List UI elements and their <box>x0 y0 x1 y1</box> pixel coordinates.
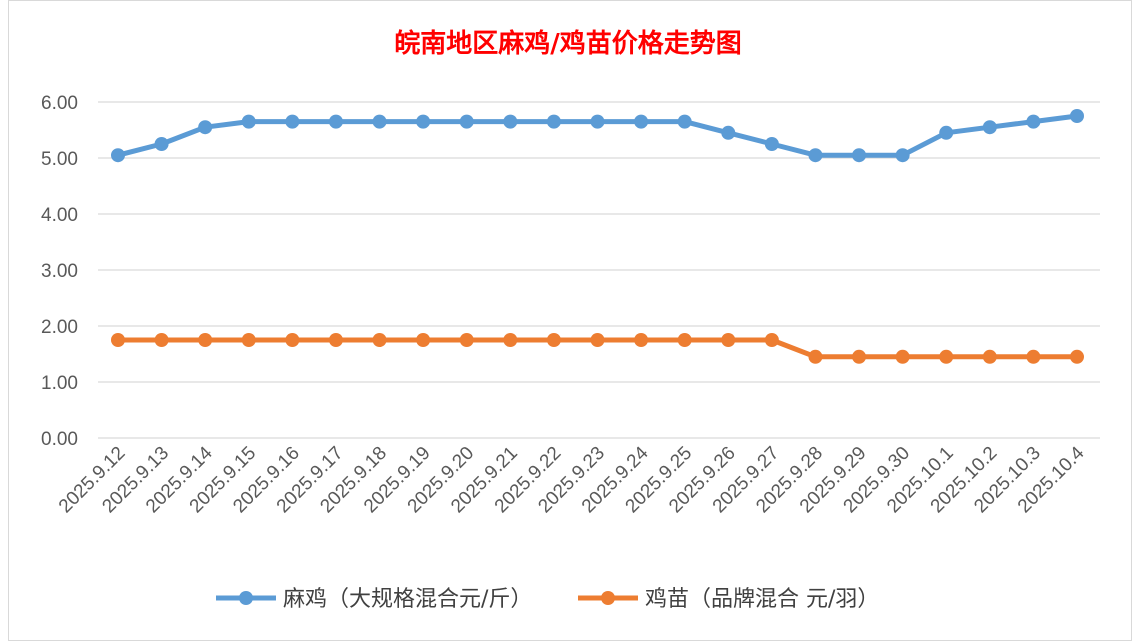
chart-title: 皖南地区麻鸡/鸡苗价格走势图 <box>394 28 742 59</box>
data-point <box>895 349 910 364</box>
data-point <box>677 333 692 347</box>
data-point <box>634 333 649 347</box>
y-tick-label: 5.00 <box>41 149 78 170</box>
data-point <box>198 120 213 135</box>
data-point <box>459 114 474 129</box>
data-point <box>154 333 169 347</box>
data-point <box>895 148 910 163</box>
data-point <box>808 148 823 163</box>
data-point <box>198 333 213 347</box>
data-point <box>939 349 954 364</box>
legend: 麻鸡（大规格混合元/斤） 鸡苗（品牌混合 元/羽） <box>216 587 879 612</box>
legend-label: 麻鸡（大规格混合元/斤） <box>283 587 532 612</box>
data-point <box>1026 349 1041 364</box>
data-point <box>328 333 343 347</box>
data-point <box>111 333 125 347</box>
data-point <box>1070 109 1084 123</box>
data-point <box>241 114 256 129</box>
data-point <box>372 114 387 129</box>
y-tick-label: 1.00 <box>41 373 78 394</box>
data-point <box>852 148 867 163</box>
chart-frame <box>8 0 1132 641</box>
y-tick-label: 4.00 <box>41 205 78 226</box>
data-point <box>982 349 997 364</box>
data-point <box>503 333 518 347</box>
series-points <box>111 109 1084 364</box>
data-point <box>1026 114 1041 129</box>
data-point <box>852 349 867 364</box>
legend-marker <box>601 591 615 605</box>
x-axis-ticks: 2025.9.122025.9.132025.9.142025.9.152025… <box>55 442 1089 517</box>
data-point <box>285 114 300 129</box>
data-point <box>721 333 736 347</box>
legend-label: 鸡苗（品牌混合 元/羽） <box>645 587 879 612</box>
data-point <box>416 114 431 129</box>
data-point <box>416 333 431 347</box>
data-point <box>764 333 779 347</box>
data-point <box>546 333 561 347</box>
y-tick-label: 6.00 <box>41 93 78 114</box>
data-point <box>982 120 997 135</box>
data-point <box>721 125 736 140</box>
data-point <box>939 125 954 140</box>
data-point <box>328 114 343 129</box>
data-point <box>154 137 169 151</box>
data-point <box>590 114 605 129</box>
y-tick-label: 3.00 <box>41 261 78 282</box>
data-point <box>241 333 256 347</box>
data-point <box>677 114 692 129</box>
data-point <box>111 148 125 163</box>
data-point <box>372 333 387 347</box>
gridlines <box>98 101 1100 439</box>
data-point <box>764 137 779 151</box>
data-point <box>1070 349 1084 364</box>
y-axis-ticks: 0.00 1.00 2.00 3.00 4.00 5.00 6.00 <box>41 93 78 450</box>
data-point <box>634 114 649 129</box>
legend-marker <box>239 591 253 605</box>
series-lines <box>115 113 1080 360</box>
y-tick-label: 0.00 <box>41 429 78 450</box>
data-point <box>285 333 300 347</box>
data-point <box>503 114 518 129</box>
data-point <box>590 333 605 347</box>
data-point <box>808 349 823 364</box>
data-point <box>546 114 561 129</box>
data-point <box>459 333 474 347</box>
y-tick-label: 2.00 <box>41 317 78 338</box>
